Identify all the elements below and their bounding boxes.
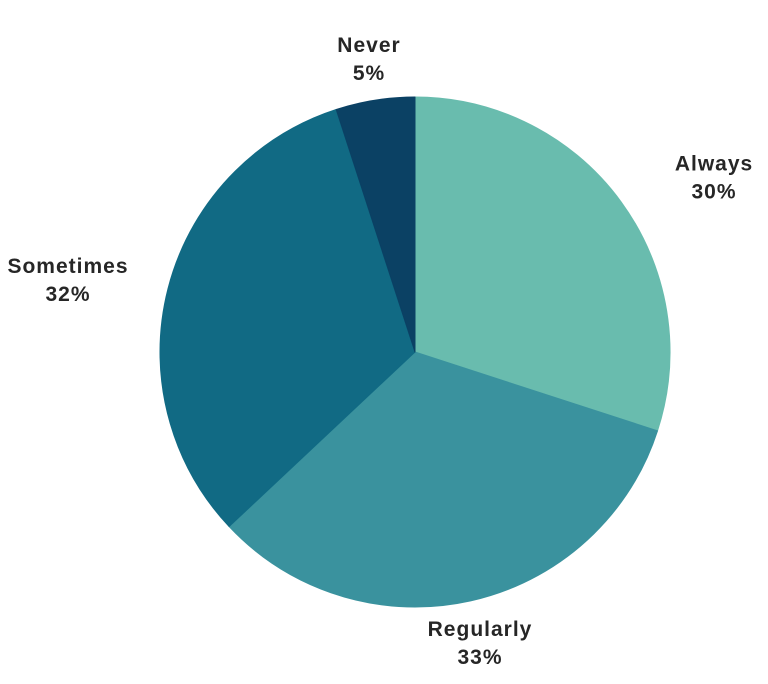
svg-text:Sometimes: Sometimes [7,255,128,278]
svg-text:5%: 5% [353,62,385,85]
svg-text:Never: Never [337,34,400,57]
svg-text:30%: 30% [691,181,736,204]
svg-text:Regularly: Regularly [428,618,533,641]
svg-text:Always: Always [675,153,753,176]
svg-text:33%: 33% [457,646,502,669]
svg-text:32%: 32% [45,283,90,306]
